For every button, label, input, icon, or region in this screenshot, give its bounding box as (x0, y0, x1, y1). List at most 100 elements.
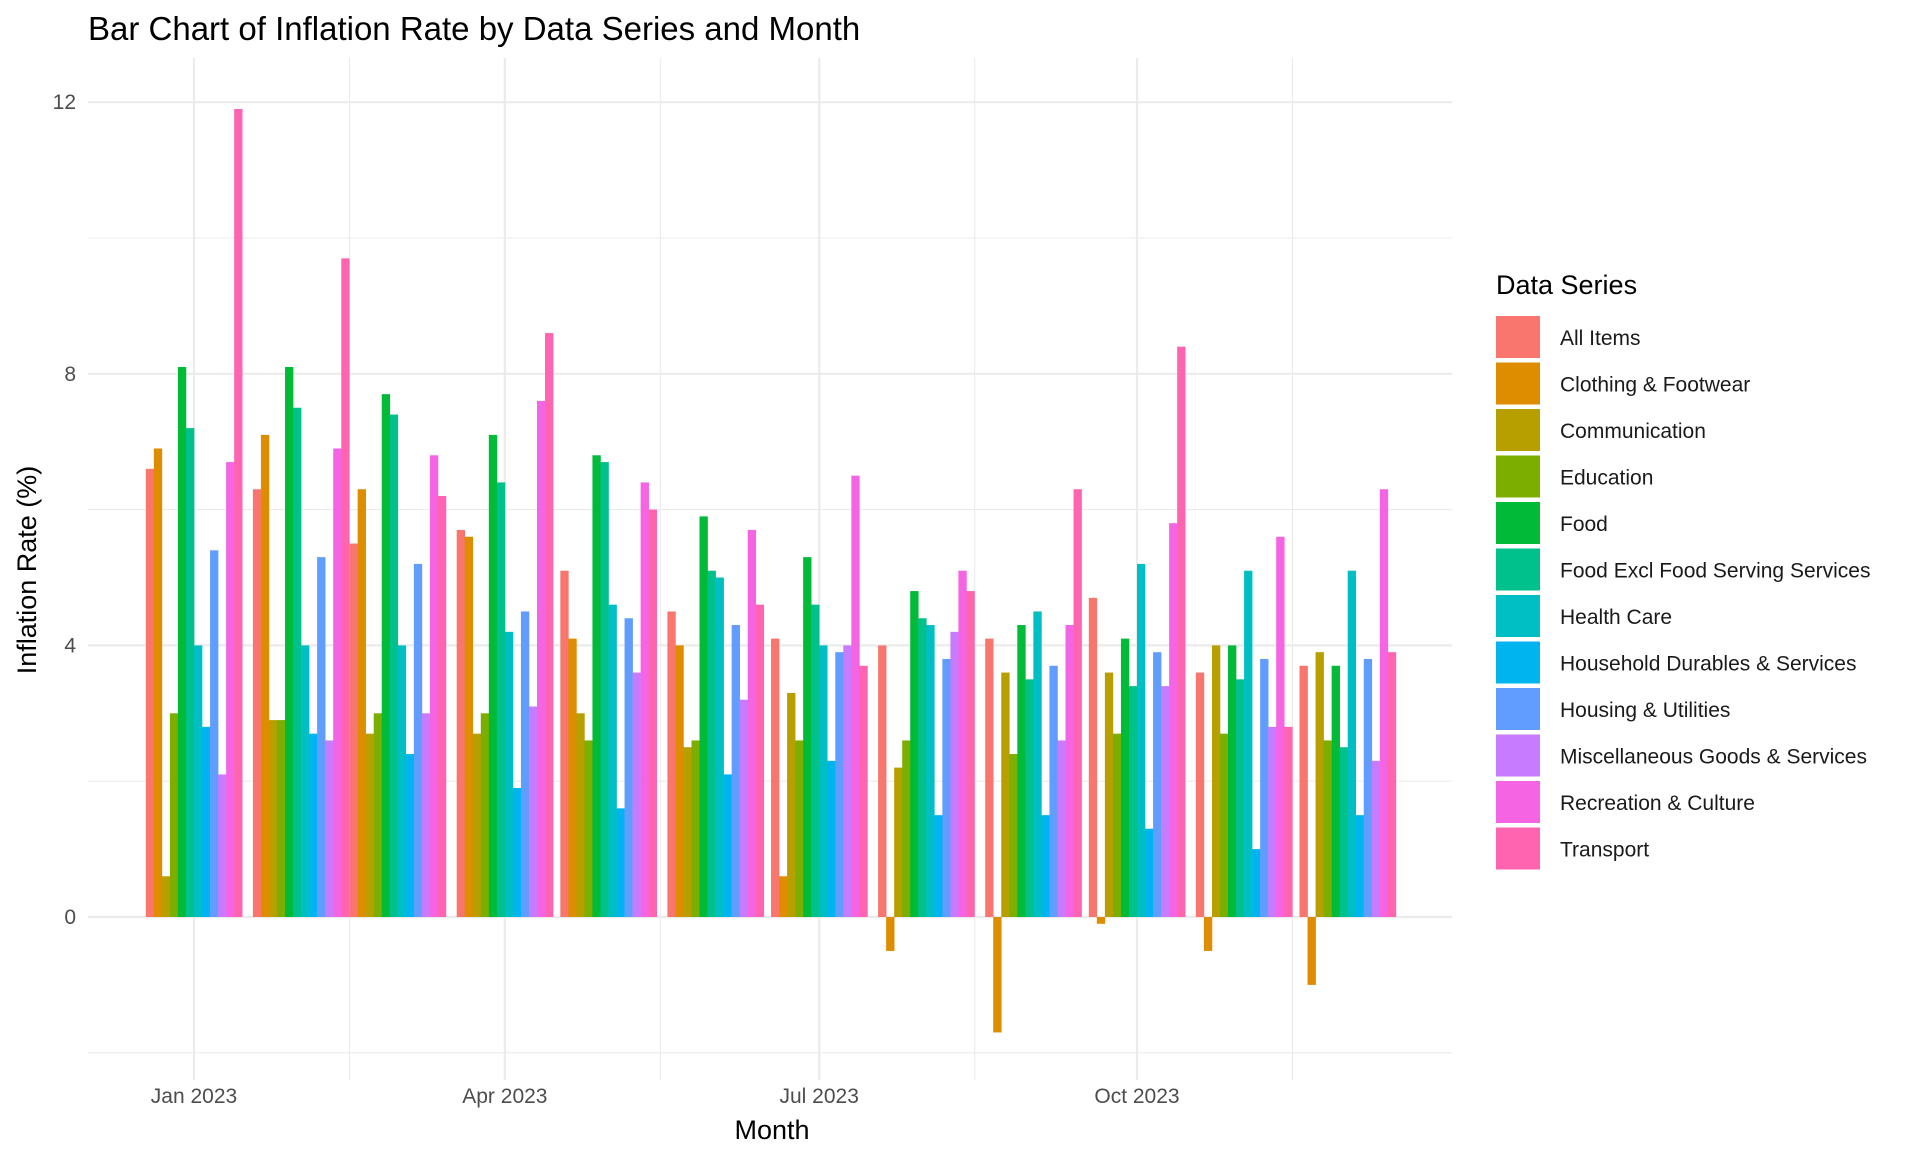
bar (365, 733, 374, 917)
x-tick-label: Jul 2023 (780, 1085, 859, 1108)
bar (1177, 346, 1186, 917)
legend-swatch (1496, 781, 1540, 823)
bar (1009, 754, 1018, 917)
bar (381, 394, 391, 917)
bar (260, 434, 270, 917)
bar (520, 611, 530, 917)
bar (1128, 686, 1138, 917)
bar (1307, 917, 1316, 985)
bar (894, 767, 903, 917)
bar (1252, 849, 1261, 917)
bar (528, 706, 538, 917)
legend-label: All Items (1560, 327, 1641, 350)
bar (950, 631, 959, 917)
bar (333, 448, 342, 917)
bar (1001, 672, 1010, 917)
legend-swatch (1496, 455, 1540, 498)
bar (234, 108, 243, 918)
bar (771, 638, 780, 917)
bar (859, 665, 868, 917)
bar (835, 652, 844, 917)
legend-swatch (1496, 362, 1540, 405)
bar (731, 625, 740, 917)
bar (827, 760, 836, 917)
legend-label: Recreation & Culture (1560, 792, 1755, 815)
bar (715, 577, 724, 917)
bar (878, 645, 887, 917)
bar (145, 468, 155, 917)
bar (1244, 570, 1253, 917)
y-tick-label: 0 (64, 906, 76, 929)
bar (1120, 638, 1130, 917)
legend-label: Housing & Utilities (1560, 699, 1730, 722)
bar (966, 591, 975, 917)
bar (1379, 489, 1389, 917)
bar (488, 434, 498, 917)
bar (803, 557, 812, 917)
bar (648, 509, 657, 917)
bar (512, 787, 522, 917)
bar (504, 631, 514, 917)
bar (545, 333, 554, 917)
y-tick-label: 12 (53, 91, 76, 114)
bar (1355, 815, 1365, 917)
y-axis-ticks: 0 4 8 12 (53, 91, 77, 929)
bar (1228, 645, 1237, 917)
chart-title: Bar Chart of Inflation Rate by Data Seri… (88, 10, 860, 47)
bar (421, 713, 431, 917)
y-axis-title: Inflation Rate (%) (12, 466, 42, 675)
bar (1268, 726, 1277, 917)
bar (1236, 679, 1245, 917)
bar (1363, 658, 1373, 917)
bar (568, 638, 577, 917)
bar (1137, 563, 1146, 917)
legend-swatch (1496, 502, 1540, 544)
bar (341, 258, 350, 917)
bar (397, 645, 407, 917)
bar (285, 367, 294, 917)
bar (1104, 672, 1114, 917)
legend-label: Food Excl Food Serving Services (1560, 560, 1870, 583)
bar (1073, 489, 1082, 917)
bar (218, 774, 227, 917)
bar (1276, 536, 1285, 917)
bar (1096, 917, 1106, 924)
bar (537, 400, 546, 918)
bar (480, 713, 490, 917)
bar (1339, 747, 1349, 917)
bar (683, 747, 692, 917)
bar (456, 529, 466, 917)
bar (675, 645, 684, 917)
legend-label: Education (1560, 467, 1653, 490)
bar (1195, 672, 1205, 917)
bar (723, 774, 732, 917)
bar (707, 570, 716, 917)
bar (1017, 625, 1026, 917)
bar (1049, 665, 1058, 917)
bar (1033, 611, 1042, 917)
bar (795, 740, 804, 917)
bar (1041, 815, 1050, 917)
bar (210, 550, 219, 917)
bar (1169, 523, 1178, 917)
bar (811, 604, 820, 917)
bar (1161, 686, 1170, 917)
bar (293, 407, 302, 917)
bar (1211, 645, 1221, 917)
bar (472, 733, 482, 917)
x-axis-title: Month (734, 1115, 809, 1145)
bar (918, 618, 927, 917)
bar (632, 672, 641, 917)
legend-swatch (1496, 316, 1540, 358)
bar (405, 754, 415, 917)
bar (464, 536, 474, 917)
bar (202, 726, 211, 917)
bar (640, 482, 649, 917)
legend-swatch (1496, 827, 1540, 870)
bar (1371, 760, 1381, 917)
bar (985, 638, 994, 917)
bar (560, 570, 569, 917)
legend-swatch (1496, 409, 1540, 451)
bar (349, 543, 358, 917)
legend-swatch (1496, 595, 1540, 637)
